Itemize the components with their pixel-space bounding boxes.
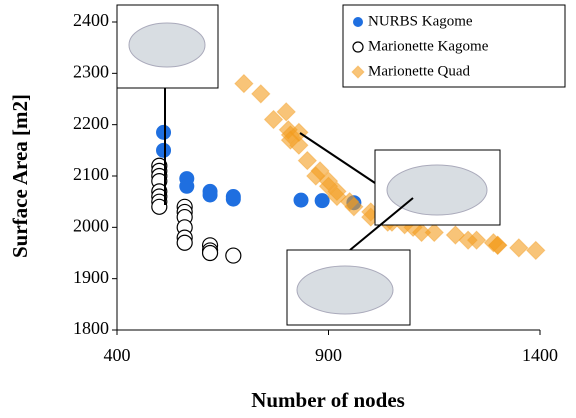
diamond-marker: [276, 102, 296, 122]
open-circle-marker: [352, 41, 364, 53]
y-tick-label: 2100: [73, 164, 109, 184]
x-tick-label: 900: [315, 345, 342, 365]
circle-marker: [314, 193, 330, 209]
inset-shape: [296, 265, 394, 315]
open-circle-marker: [151, 198, 168, 215]
x-tick-label: 400: [104, 345, 131, 365]
legend-label: Marionette Quad: [368, 63, 471, 79]
open-circle-marker: [225, 247, 242, 264]
open-circle-marker: [201, 244, 219, 262]
diamond-marker: [526, 240, 546, 261]
y-tick-label: 2000: [73, 215, 109, 235]
inset-callouts: [116, 4, 501, 326]
circle-marker: [225, 191, 241, 207]
legend: NURBS Kagome Marionette Kagome Marionette …: [342, 4, 566, 88]
y-tick-label: 2300: [73, 61, 109, 81]
diamond-marker: [251, 84, 271, 104]
diamond-marker: [351, 65, 365, 79]
legend-label: Marionette Kagome: [368, 38, 489, 54]
diamond-marker: [339, 191, 360, 212]
diamond-marker: [509, 238, 529, 258]
open-circle-marker: [176, 234, 193, 251]
diamond-marker: [234, 73, 254, 94]
inset-shape: [128, 22, 206, 68]
diamond-marker: [411, 222, 432, 243]
circle-marker: [202, 187, 218, 203]
circle-marker: [293, 192, 309, 208]
diamond-marker: [487, 235, 508, 256]
diamond-marker: [263, 109, 284, 130]
callout-line: [299, 132, 376, 184]
callout-line: [349, 197, 414, 251]
diamond-marker: [310, 161, 330, 181]
inset-shape: [386, 164, 488, 216]
legend-label: NURBS Kagome: [368, 13, 473, 29]
circle-marker: [179, 178, 195, 194]
x-axis-title: Number of nodes: [251, 388, 405, 412]
legend-box: [342, 4, 566, 88]
circle-marker: [156, 124, 172, 140]
diamond-marker: [280, 130, 301, 150]
circle-marker: [156, 142, 172, 158]
diamond-marker: [327, 181, 347, 202]
y-tick-label: 1900: [73, 267, 109, 287]
y-axis-title: Surface Area [m2]: [8, 94, 32, 258]
y-tick-label: 1800: [73, 318, 109, 338]
diamond-marker: [458, 230, 478, 250]
diamond-marker: [318, 171, 339, 191]
y-tick-label: 2400: [73, 10, 109, 30]
diamond-marker: [424, 222, 444, 243]
diamond-marker: [297, 150, 318, 171]
y-tick-label: 2200: [73, 113, 109, 133]
x-tick-label: 1400: [522, 345, 558, 365]
circle-marker: [353, 17, 363, 27]
